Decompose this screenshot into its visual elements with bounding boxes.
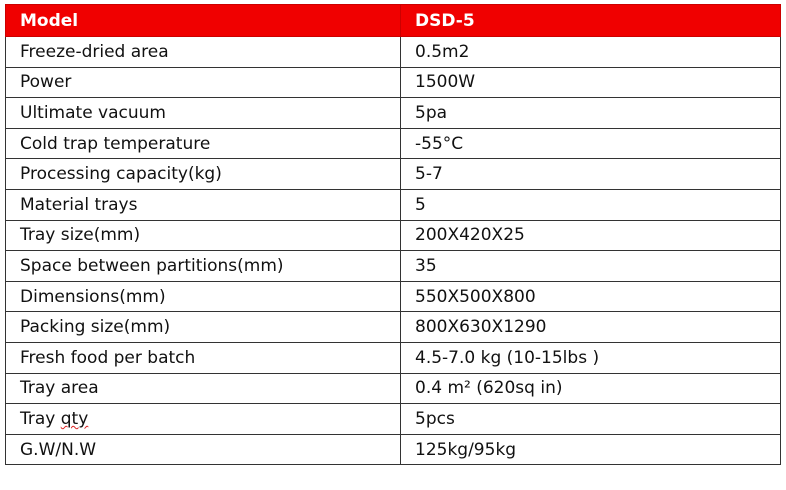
table-row: Power 1500W [5, 66, 781, 99]
spec-label: Cold trap temperature [5, 127, 401, 160]
spec-value: 35 [400, 250, 781, 282]
spec-table: Model DSD-5 Freeze-dried area 0.5m2 Power 1… [5, 4, 781, 466]
spec-value: -55°C [400, 127, 781, 160]
spec-value: 800X630X1290 [400, 311, 781, 343]
spec-label: Ultimate vacuum [5, 97, 401, 129]
spec-label: G.W/N.W [5, 433, 401, 466]
spec-value: 200X420X25 [400, 219, 781, 252]
spec-value: 5pa [400, 97, 781, 129]
spec-label: Power [5, 66, 401, 99]
spec-label: Space between partitions(mm) [5, 250, 401, 282]
table-row: Packing size(mm) 800X630X1290 [5, 311, 781, 343]
table-row: Tray size(mm) 200X420X25 [5, 219, 781, 252]
spec-label: Tray size(mm) [5, 219, 401, 252]
spec-label: Packing size(mm) [5, 311, 401, 343]
table-row: Fresh food per batch 4.5-7.0 kg (10-15lbs… [5, 341, 781, 374]
table-row: Material trays 5 [5, 188, 781, 221]
table-row: G.W/N.W 125kg/95kg [5, 433, 781, 466]
table-row: Ultimate vacuum 5pa [5, 97, 781, 129]
table-header-row: Model DSD-5 [5, 4, 781, 37]
spec-value: 5 [400, 188, 781, 221]
spec-value: 5pcs [400, 403, 781, 435]
spec-value: 0.4 m² (620sq in) [400, 372, 781, 405]
header-model-value: DSD-5 [400, 4, 781, 37]
spec-value: 0.5m2 [400, 36, 781, 68]
spec-value: 4.5-7.0 kg (10-15lbs ) [400, 341, 781, 374]
spec-label: Fresh food per batch [5, 341, 401, 374]
spec-value: 1500W [400, 66, 781, 99]
header-model-label: Model [5, 4, 401, 37]
spec-value: 5-7 [400, 158, 781, 190]
table-row: Space between partitions(mm) 35 [5, 250, 781, 282]
spec-label: Freeze-dried area [5, 36, 401, 68]
spec-label: Material trays [5, 188, 401, 221]
spec-label: Dimensions(mm) [5, 280, 401, 313]
spec-label: Tray qty [5, 403, 401, 435]
table-row: Tray area 0.4 m² (620sq in) [5, 372, 781, 405]
table-row: Dimensions(mm) 550X500X800 [5, 280, 781, 313]
spellcheck-underline: qty [60, 408, 89, 429]
spec-label: Processing capacity(kg) [5, 158, 401, 190]
table-row: Tray qty 5pcs [5, 403, 781, 435]
table-row: Processing capacity(kg) 5-7 [5, 158, 781, 190]
spec-value: 550X500X800 [400, 280, 781, 313]
table-row: Cold trap temperature -55°C [5, 127, 781, 160]
spec-label: Tray area [5, 372, 401, 405]
table-row: Freeze-dried area 0.5m2 [5, 36, 781, 68]
spec-value: 125kg/95kg [400, 433, 781, 466]
